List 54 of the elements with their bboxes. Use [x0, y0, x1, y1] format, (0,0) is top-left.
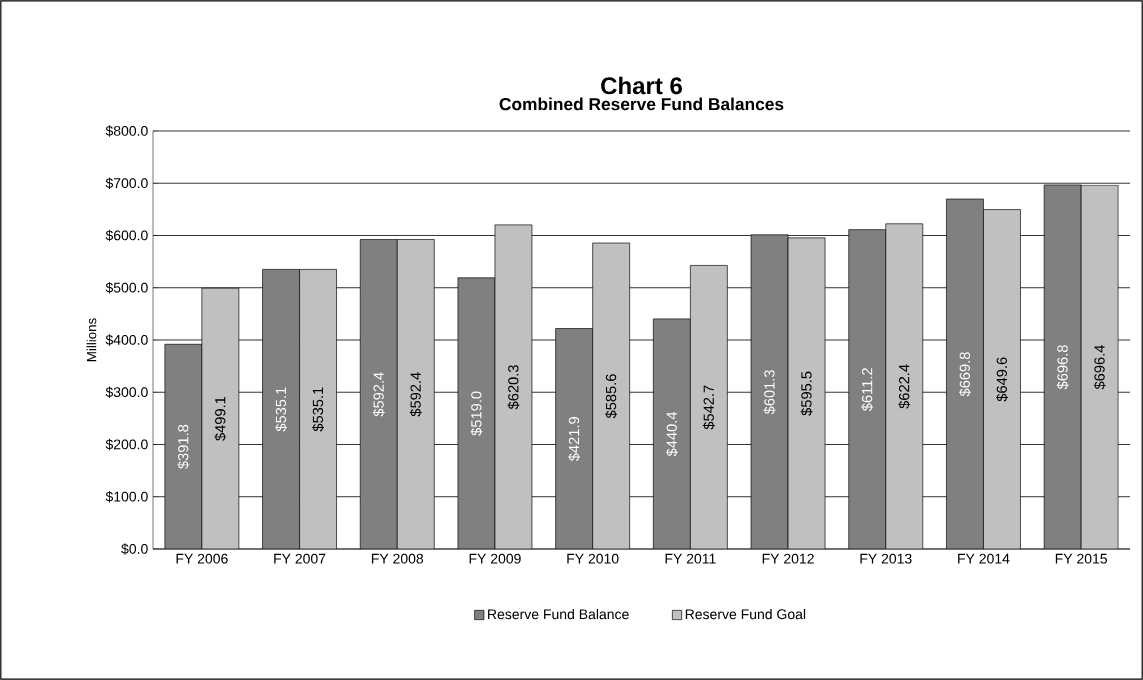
y-tick-label: $100.0	[105, 491, 148, 503]
data-label: $620.3	[507, 365, 520, 410]
chart-subtitle: Combined Reserve Fund Balances	[499, 97, 784, 111]
x-tick-label: FY 2011	[665, 553, 716, 564]
x-tick-label: FY 2015	[1055, 553, 1108, 564]
data-label: $391.8	[177, 424, 190, 469]
data-label: $592.4	[409, 372, 422, 417]
x-tick-label: FY 2014	[958, 553, 1010, 564]
data-label: $669.8	[959, 352, 971, 397]
bar	[164, 344, 202, 549]
data-label: $542.7	[702, 385, 715, 430]
data-label: $611.2	[861, 368, 874, 412]
x-tick-label: FY 2009	[469, 553, 521, 564]
data-label: $622.4	[898, 364, 911, 409]
bar	[751, 234, 789, 549]
x-tick-label: FY 2010	[567, 553, 619, 564]
bar	[1043, 184, 1082, 549]
y-tick-label: $200.0	[105, 438, 148, 451]
data-label: $649.6	[996, 357, 1008, 402]
data-label: $696.8	[1056, 345, 1069, 390]
data-label: $601.3	[763, 370, 776, 415]
data-label: $696.4	[1093, 345, 1106, 390]
y-tick-label: $800.0	[105, 125, 148, 137]
bar	[457, 277, 495, 549]
bar	[360, 239, 398, 549]
y-tick-label: $300.0	[105, 386, 148, 398]
data-label: $535.1	[312, 387, 324, 432]
data-label: $595.5	[800, 371, 813, 416]
bar	[653, 318, 691, 549]
y-tick-label: $500.0	[105, 282, 148, 294]
legend-label: Reserve Fund Goal	[685, 608, 806, 620]
data-label: $440.4	[665, 411, 678, 457]
legend-label: Reserve Fund Balance	[488, 608, 629, 620]
data-label: $519.0	[470, 391, 483, 436]
x-tick-label: FY 2007	[274, 553, 326, 564]
bar	[262, 269, 300, 549]
x-tick-label: FY 2006	[176, 553, 228, 564]
data-label: $421.9	[568, 417, 581, 462]
data-label: $585.6	[605, 374, 618, 419]
data-label: $535.1	[275, 387, 287, 432]
chart-title: Chart 6	[601, 76, 682, 95]
bar	[848, 229, 886, 549]
y-tick-label: $700.0	[105, 177, 148, 189]
bar	[555, 328, 593, 549]
x-tick-label: FY 2012	[762, 553, 814, 564]
data-label: $592.4	[372, 372, 385, 417]
y-tick-label: $0.0	[121, 543, 148, 555]
y-axis-title: Millions	[86, 318, 97, 362]
data-label: $499.1	[214, 396, 227, 441]
x-tick-label: FY 2008	[371, 553, 424, 564]
x-tick-label: FY 2013	[860, 553, 912, 564]
y-tick-label: $600.0	[105, 229, 148, 242]
y-tick-label: $400.0	[105, 334, 148, 346]
bar	[946, 199, 984, 549]
